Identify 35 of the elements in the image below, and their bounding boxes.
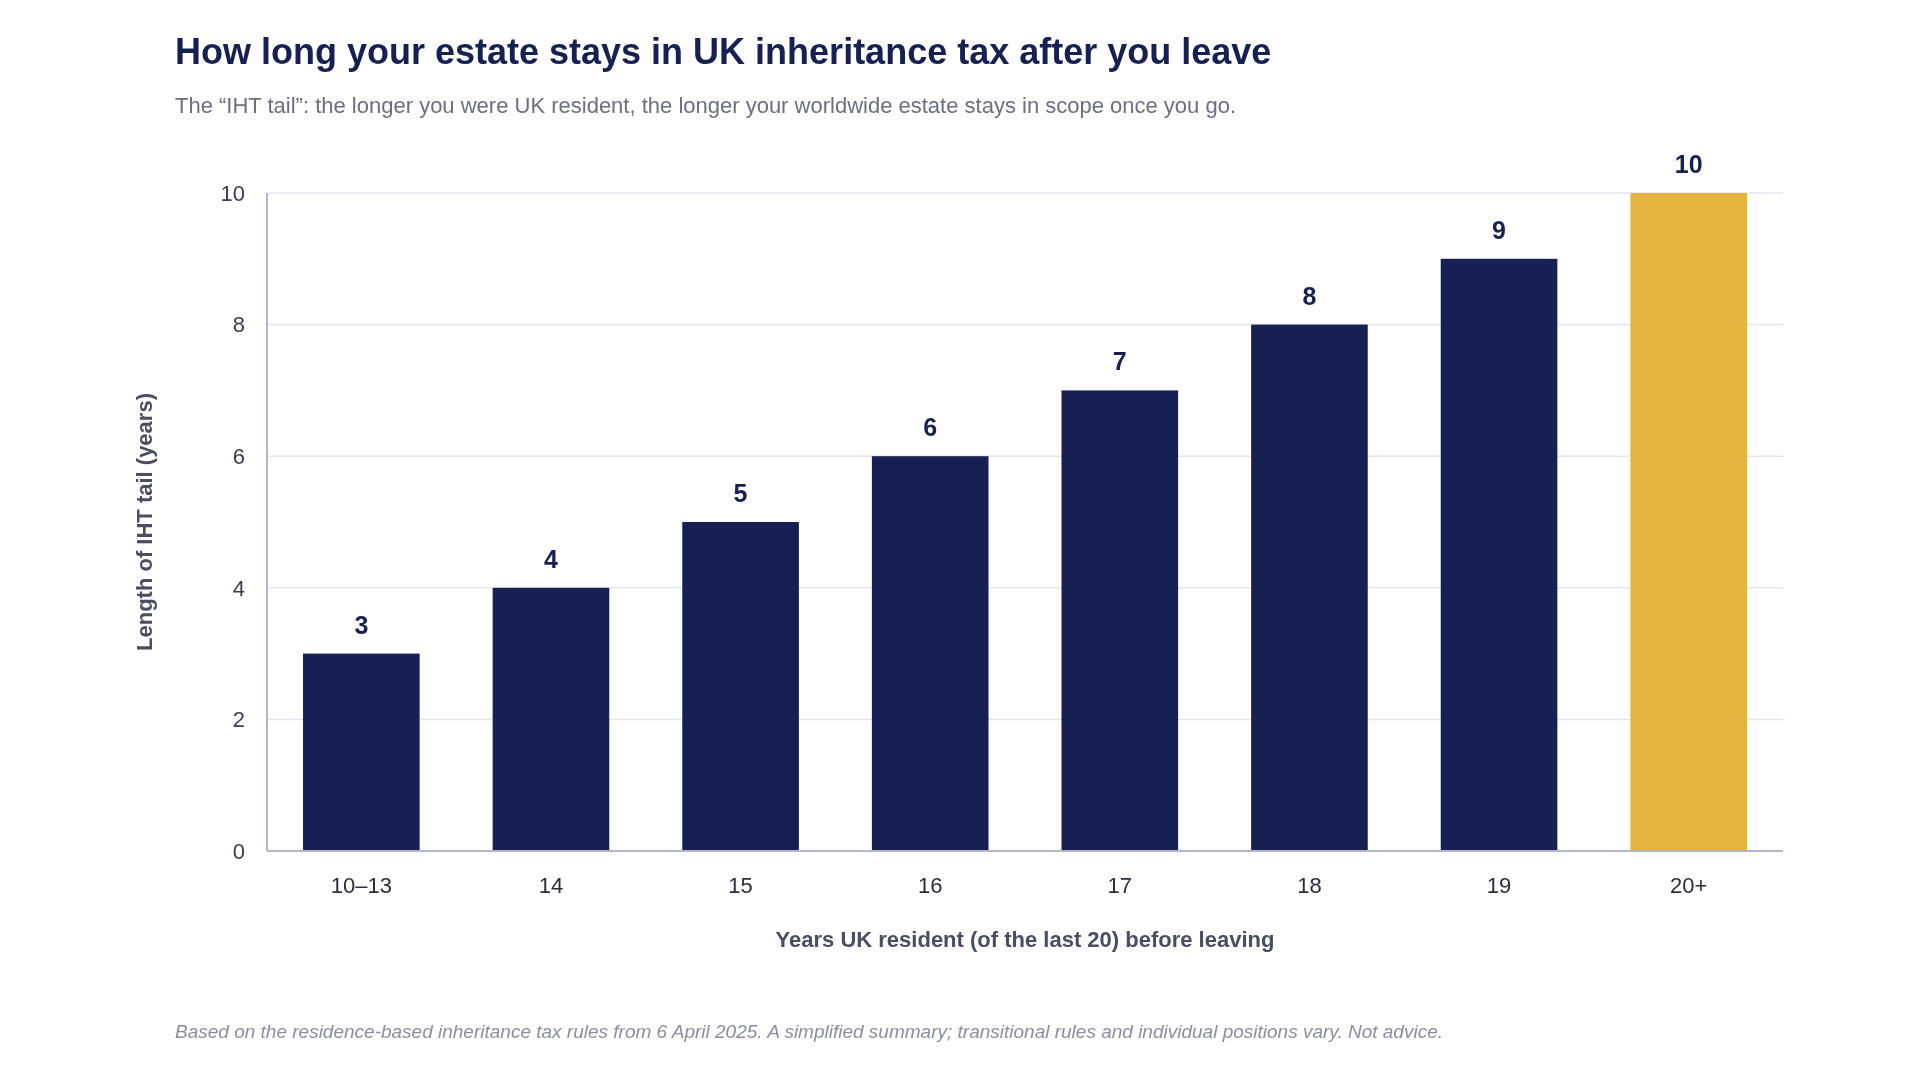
x-tick-label: 10–13 [330,873,392,898]
data-label: 6 [923,413,938,442]
bar [871,456,989,851]
data-label: 3 [354,610,369,639]
bar [1061,390,1179,851]
y-axis-title: Length of IHT tail (years) [132,393,157,651]
x-tick-label: 20+ [1670,873,1708,898]
data-label: 10 [1674,150,1703,178]
x-axis-title: Years UK resident (of the last 20) before leaving [775,927,1275,952]
y-tick-label: 6 [232,443,245,469]
bar [682,522,799,851]
data-label: 9 [1492,215,1506,244]
bar [303,653,420,851]
bar [1440,258,1558,851]
data-label: 5 [733,479,748,507]
y-tick-label: 10 [220,180,245,206]
data-label: 7 [1112,347,1127,376]
chart-title: How long your estate stays in UK inheritance tax after you leave [175,31,1272,72]
bar [492,587,610,851]
bar [1630,193,1747,851]
bar [1251,324,1368,851]
y-tick-label: 2 [232,707,245,733]
x-tick-label: 17 [1107,873,1133,898]
x-tick-label: 18 [1297,873,1322,898]
chart-subtitle: The “IHT tail”: the longer you were UK resident, the longer your worldwide estate stays in scope once you go. [175,93,1237,118]
x-tick-label: 14 [538,873,564,898]
x-tick-label: 15 [728,873,753,898]
data-label: 8 [1302,281,1317,310]
y-tick-label: 8 [232,312,245,338]
y-tick-label: 0 [232,838,245,864]
x-tick-label: 16 [917,873,943,898]
data-label: 4 [544,544,558,573]
x-tick-label: 19 [1486,873,1512,898]
y-tick-label: 4 [232,575,245,601]
text: Based on the residence-based inheritance tax rules from 6 April 2025. A simplified summary; transitional rules and individual positions vary. Not advice. [175,1021,1443,1042]
